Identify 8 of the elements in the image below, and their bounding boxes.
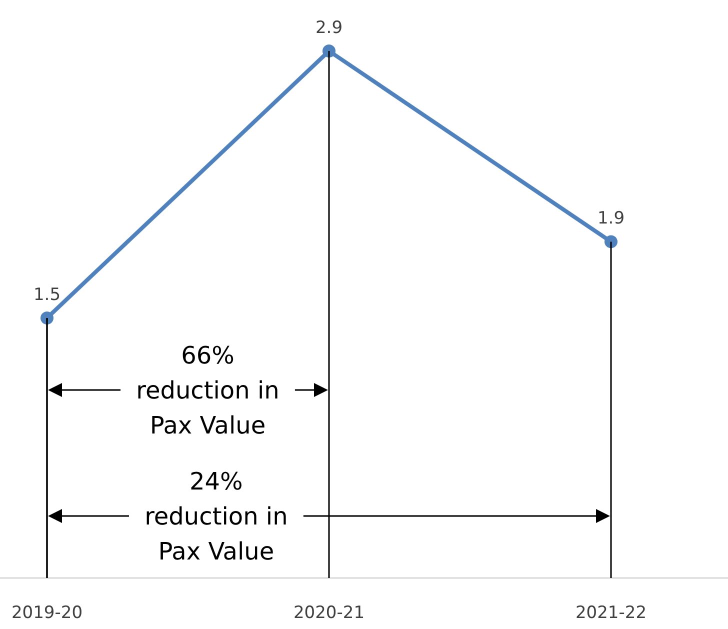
data-label: 1.5	[33, 285, 61, 305]
x-tick-label: 2021-22	[575, 603, 647, 623]
x-tick-label: 2020-21	[293, 603, 365, 623]
text: 66% reduction in Pax Value	[136, 341, 280, 440]
data-label: 1.9	[597, 208, 625, 229]
text: 24% reduction in Pax Value	[144, 467, 288, 566]
x-tick-label: 2019-20	[11, 603, 83, 623]
data-label: 2.9	[315, 18, 343, 38]
